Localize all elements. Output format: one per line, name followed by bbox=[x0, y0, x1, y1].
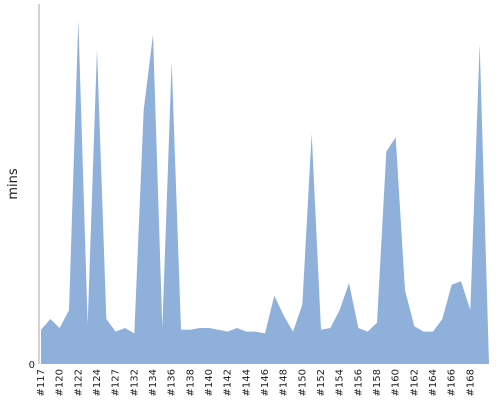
x-tick-label: #152 bbox=[316, 369, 327, 396]
x-tick-label: #120 bbox=[55, 369, 66, 396]
y-axis-label: mins bbox=[6, 168, 21, 200]
x-tick-label: #117 bbox=[36, 369, 47, 396]
y-tick-label: 0 bbox=[29, 360, 35, 371]
x-axis-ticks: #117 #120 #122 #124 #127 #132 #134 #136 #138 #140… bbox=[36, 369, 476, 396]
x-tick-label: #140 bbox=[204, 369, 215, 396]
x-tick-label: #134 bbox=[148, 369, 159, 396]
x-tick-label: #164 bbox=[428, 369, 439, 396]
x-tick-label: #132 bbox=[129, 369, 140, 396]
x-tick-label: #162 bbox=[409, 369, 420, 396]
x-tick-label: #144 bbox=[241, 369, 252, 396]
x-tick-label: #127 bbox=[111, 369, 122, 396]
x-tick-label: #166 bbox=[447, 369, 458, 396]
x-tick-label: #122 bbox=[73, 369, 84, 396]
x-tick-label: #156 bbox=[353, 369, 364, 396]
x-tick-label: #168 bbox=[465, 369, 476, 396]
x-tick-label: #136 bbox=[167, 369, 178, 396]
x-tick-label: #142 bbox=[223, 369, 234, 396]
plot-area bbox=[41, 20, 489, 364]
series-area bbox=[41, 20, 489, 364]
x-tick-label: #138 bbox=[185, 369, 196, 396]
y-axis-ticks: 0 bbox=[29, 360, 35, 371]
x-tick-label: #160 bbox=[391, 369, 402, 396]
x-tick-label: #158 bbox=[372, 369, 383, 396]
x-tick-label: #146 bbox=[260, 369, 271, 396]
x-tick-label: #148 bbox=[279, 369, 290, 396]
x-tick-label: #154 bbox=[335, 369, 346, 396]
x-tick-label: #150 bbox=[297, 369, 308, 396]
x-tick-label: #124 bbox=[92, 369, 103, 396]
